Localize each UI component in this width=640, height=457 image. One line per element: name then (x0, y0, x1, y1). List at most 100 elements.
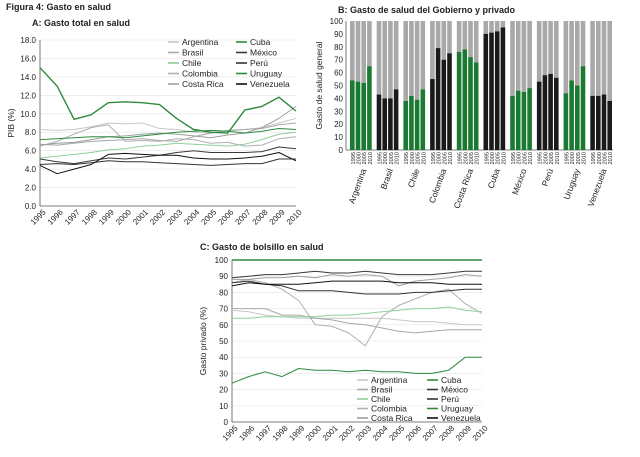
chart-b-bar-public-cuba-1995 (483, 33, 489, 150)
chart-c-ytick-label: 0 (224, 418, 229, 427)
chart-b-year-label: 2000 (383, 152, 389, 164)
chart-b-bar-private-chile-2000 (409, 21, 414, 96)
chart-b-bar-private-cuba-2005 (494, 21, 500, 32)
chart-c-series-chile (232, 306, 483, 319)
chart-b-bar-public-peru-1995 (536, 81, 542, 150)
chart-b-year-label: 2010 (528, 152, 534, 164)
chart-b-year-label: 2005 (603, 152, 609, 164)
chart-b-year-label: 2000 (490, 152, 496, 164)
chart-b-year-label: 2010 (368, 152, 374, 164)
chart-b-country-label-brasil: Brasil (378, 167, 395, 190)
chart-c-ylabel: Gasto privado (%) (198, 307, 208, 376)
chart-c-xtick-label: 2001 (321, 423, 340, 442)
chart-a-xtick-label: 1998 (80, 207, 99, 226)
chart-c-ytick-label: 60 (219, 321, 228, 330)
chart-b-year-label: 2010 (395, 152, 401, 164)
chart-b-ytick-label: 70 (334, 56, 343, 65)
chart-c-xtick-label: 2000 (304, 423, 323, 442)
chart-b-country-label-costa-rica: Costa Rica (451, 167, 475, 210)
chart-b-bar-public-brasil-1995 (376, 94, 382, 150)
chart-a-xtick-label: 1997 (63, 207, 82, 226)
chart-b-bar-private-argentina-2010 (367, 21, 372, 67)
chart-b-year-label: 2000 (570, 152, 576, 164)
chart-b-bar-private-venezuela-1995 (590, 21, 595, 96)
chart-b-title: B: Gasto de salud del Gobierno y privado (338, 5, 516, 15)
chart-a-title: A: Gasto total en salud (32, 18, 131, 28)
chart-b-bar-public-argentina-2010 (367, 66, 372, 150)
chart-a-series-venezuela (39, 152, 297, 175)
chart-b-ytick-label: 0 (339, 146, 344, 155)
chart-b-bar-public-venezuela-2010 (607, 100, 612, 150)
chart-b-year-label: 1995 (378, 152, 384, 164)
chart-b-bar-public-colombia-2000 (435, 48, 441, 151)
chart-b-bar-public-colombia-1995 (430, 79, 435, 150)
chart-a-series-uruguay (39, 128, 297, 141)
chart-c-xtick-label: 2004 (371, 423, 390, 442)
chart-c-xtick-label: 1997 (254, 423, 273, 442)
chart-c-ytick-label: 30 (219, 369, 228, 378)
chart-a-xtick-label: 1999 (97, 207, 116, 226)
chart-a-legend-label-brasil: Brasil (182, 48, 203, 58)
chart-c-xtick-label: 2010 (471, 423, 490, 442)
chart-b-bar-public-argentina-2000 (355, 81, 361, 150)
chart-b-year-label: 2005 (576, 152, 582, 164)
chart-b-bar-public-mexico-1995 (510, 95, 515, 150)
chart-c-xtick-label: 2009 (454, 423, 473, 442)
chart-b-bar-private-brasil-1995 (376, 21, 382, 95)
chart-b-bar-public-brasil-2000 (382, 98, 387, 150)
chart-a-ytick-label: 10.0 (20, 110, 36, 119)
chart-a-xtick-label: 2006 (216, 207, 235, 226)
chart-c-ytick-label: 10 (219, 402, 228, 411)
chart-b-bar-private-cuba-1995 (483, 21, 489, 34)
chart-a-ytick-label: 4.0 (25, 165, 37, 174)
chart-b-bar-private-argentina-1995 (350, 21, 355, 81)
chart-a-xtick-label: 2001 (131, 207, 150, 226)
chart-b-country-label-cuba: Cuba (485, 167, 501, 190)
chart-b-year-label: 2005 (549, 152, 555, 164)
chart-b-bar-private-uruguay-2010 (580, 21, 586, 67)
chart-b-country-label-venezuela: Venezuela (586, 167, 609, 208)
chart-b-bar-private-argentina-2000 (355, 21, 361, 82)
chart-a-series-peru (39, 158, 296, 166)
chart-b-year-label: 2005 (496, 152, 502, 164)
chart-b-bar-private-peru-1995 (536, 21, 542, 82)
chart-b-bar-public-chile-2005 (414, 99, 420, 150)
chart-b-bar-private-brasil-2005 (388, 21, 393, 99)
chart-b-year-label: 2010 (421, 152, 427, 164)
chart-b-ytick-label: 80 (334, 43, 343, 52)
chart-b-bar-private-mexico-2005 (521, 21, 527, 92)
chart-b-bar-public-cuba-2005 (494, 31, 500, 150)
chart-b-bar-public-colombia-2005 (441, 59, 447, 151)
chart-b-year-label: 2005 (416, 152, 422, 164)
chart-c-legend-label-brasil: Brasil (371, 385, 392, 395)
chart-a-xtick-label: 2005 (199, 207, 218, 226)
chart-b-country-label-argentina: Argentina (346, 167, 368, 205)
chart-c-series-brasil (232, 308, 482, 334)
chart-a-legend-label-peru: Perú (250, 58, 268, 68)
chart-a: 18.016.014.012.010.08.06.04.02.00.019951… (6, 36, 304, 227)
chart-c-legend-label-argentina: Argentina (371, 375, 408, 385)
chart-b-bar-public-colombia-2010 (447, 53, 452, 150)
chart-b-ytick-label: 60 (334, 69, 343, 78)
chart-b-year-label: 2000 (517, 152, 523, 164)
chart-b-bar-public-brasil-2010 (393, 89, 399, 150)
chart-b-bar-public-cuba-2010 (500, 27, 506, 151)
chart-c-ytick-label: 70 (219, 305, 228, 314)
chart-b-bar-private-venezuela-2010 (607, 21, 612, 101)
chart-a-xtick-label: 2002 (148, 207, 167, 226)
chart-b-year-label: 2000 (543, 152, 549, 164)
chart-b-year-label: 2010 (501, 152, 507, 164)
chart-a-series-brasil (39, 122, 297, 146)
chart-b-bar-public-peru-2000 (542, 75, 548, 150)
chart-c-legend-label-chile: Chile (371, 394, 391, 404)
chart-b-bar-public-costa-rica-1995 (456, 51, 462, 150)
chart-b-year-label: 2010 (582, 152, 588, 164)
chart-b-bar-private-venezuela-2005 (601, 21, 607, 95)
chart-b-year-label: 2000 (597, 152, 603, 164)
chart-b-bar-private-costa-rica-2000 (462, 21, 468, 50)
chart-b-ytick-label: 20 (334, 120, 343, 129)
chart-b-bar-private-peru-2010 (554, 21, 559, 78)
chart-c-ytick-label: 90 (219, 272, 228, 281)
chart-b-year-label: 2000 (357, 152, 363, 164)
